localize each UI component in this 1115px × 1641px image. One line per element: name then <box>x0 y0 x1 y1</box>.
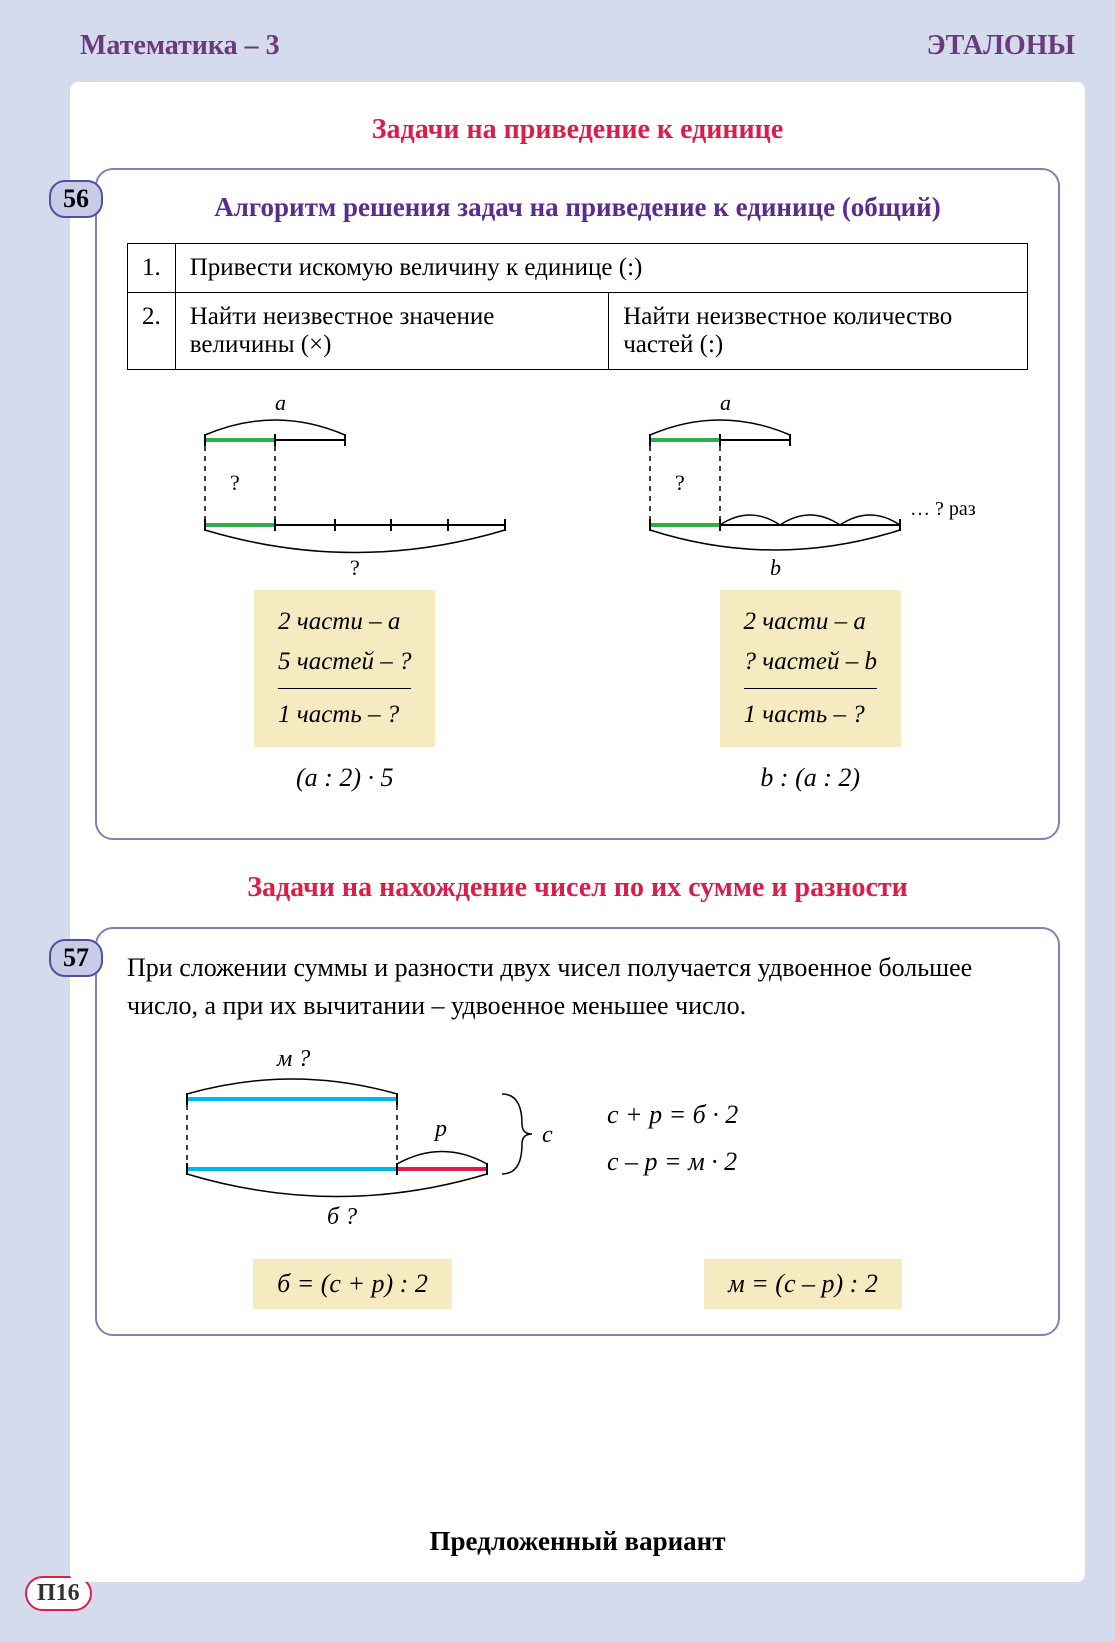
card-56: 56 Алгоритм решения задач на приведение … <box>95 168 1060 840</box>
row2-right: Найти неизвестное количество частей (:) <box>609 293 1028 370</box>
row1-text: Привести искомую величину к единице (:) <box>175 244 1027 293</box>
bottom-b: b <box>770 555 781 580</box>
diagram-right: a ? <box>593 390 1029 793</box>
header-left: Математика – 3 <box>80 30 280 62</box>
card-57-number: 57 <box>49 939 103 977</box>
table-row: 1. Привести искомую величину к единице (… <box>128 244 1028 293</box>
label-a: a <box>275 390 286 415</box>
p-label: p <box>433 1116 447 1142</box>
header-right: ЭТАЛОНЫ <box>927 30 1075 62</box>
formula-b: б = (с + р) : 2 <box>253 1259 452 1309</box>
eq1: с + р = б · 2 <box>607 1092 738 1139</box>
mid-q: ? <box>675 470 685 495</box>
ratio-r1: 2 части – a <box>744 602 877 642</box>
section1-title: Задачи на приведение к единице <box>95 112 1060 148</box>
ratio-box-left: 2 части – a 5 частей – ? 1 часть – ? <box>254 590 435 747</box>
card-56-number: 56 <box>49 180 103 218</box>
row2-num: 2. <box>128 293 176 370</box>
diagram-left-svg: a ? <box>165 390 525 580</box>
formula-row: б = (с + р) : 2 м = (с – р) : 2 <box>127 1259 1028 1309</box>
ratio-l1: 2 части – a <box>278 602 411 642</box>
ratio-box-right: 2 части – a ? частей – b 1 часть – ? <box>720 590 901 747</box>
bottom-q: ? <box>350 555 360 580</box>
ratio-r2: ? частей – b <box>744 642 877 682</box>
algorithm-table: 1. Привести искомую величину к единице (… <box>127 243 1028 370</box>
row2-left: Найти неизвестное значение величины (×) <box>175 293 608 370</box>
ratio-l2: 5 частей – ? <box>278 642 411 682</box>
equations: с + р = б · 2 с – р = м · 2 <box>607 1092 738 1186</box>
sum-diff-row: м ? p б ? <box>127 1044 1028 1234</box>
formula-left: (a : 2) · 5 <box>127 763 563 793</box>
m-label: м ? <box>276 1046 310 1072</box>
page-header: Математика – 3 ЭТАЛОНЫ <box>70 30 1085 62</box>
mid-q: ? <box>230 470 240 495</box>
footer: Предложенный вариант <box>70 1526 1085 1557</box>
sum-diff-svg: м ? p б ? <box>127 1044 567 1234</box>
tail-text: … ? раз <box>910 498 976 520</box>
rule-text: При сложении суммы и разности двух чисел… <box>127 949 1028 1024</box>
table-row: 2. Найти неизвестное значение величины (… <box>128 293 1028 370</box>
b-label: б ? <box>327 1204 357 1230</box>
diagram-left: a ? <box>127 390 563 793</box>
eq2: с – р = м · 2 <box>607 1139 738 1186</box>
section2-title: Задачи на нахождение чисел по их сумме и… <box>95 870 1060 906</box>
diagram-row: a ? <box>127 390 1028 793</box>
ratio-l3: 1 часть – ? <box>278 695 411 735</box>
card-56-title: Алгоритм решения задач на приведение к е… <box>127 190 1028 225</box>
content-area: Задачи на приведение к единице 56 Алгори… <box>70 82 1085 1582</box>
card-57: 57 При сложении суммы и разности двух чи… <box>95 927 1060 1336</box>
diagram-right-svg: a ? <box>610 390 1010 580</box>
row1-num: 1. <box>128 244 176 293</box>
label-a: a <box>720 390 731 415</box>
ratio-r3: 1 часть – ? <box>744 695 877 735</box>
formula-right: b : (a : 2) <box>593 763 1029 793</box>
formula-m: м = (с – р) : 2 <box>704 1259 902 1309</box>
c-label: с <box>542 1122 553 1148</box>
page: Математика – 3 ЭТАЛОНЫ Повторение П16 За… <box>0 0 1115 1641</box>
